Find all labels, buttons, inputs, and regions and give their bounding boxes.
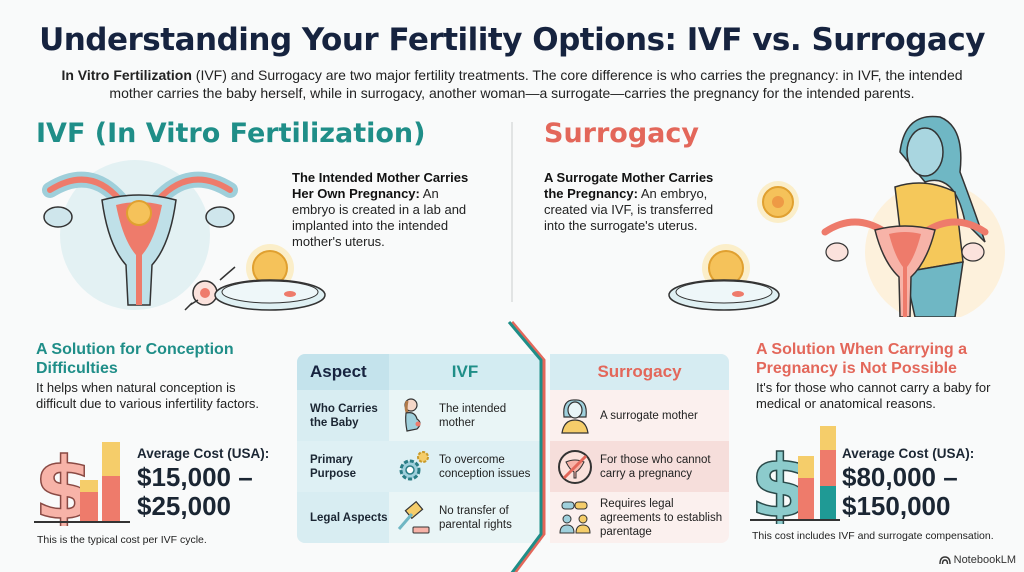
petri-dish-illustration bbox=[214, 244, 326, 311]
subtitle-bold: In Vitro Fertilization bbox=[61, 67, 192, 83]
ivf-cost-note: This is the typical cost per IVF cycle. bbox=[37, 534, 207, 546]
table-right-panel: Surrogacy A surrogate mother For those w… bbox=[550, 354, 729, 543]
subtitle-text: (IVF) and Surrogacy are two major fertil… bbox=[109, 67, 963, 101]
brand-label: NotebookLM bbox=[953, 554, 1016, 566]
uterus-illustration bbox=[42, 160, 238, 311]
petri-dish-illustration bbox=[668, 244, 780, 311]
people-talking-icon bbox=[559, 501, 591, 533]
surrogacy-cell-text: For those who cannot carry a pregnancy bbox=[600, 453, 711, 480]
surrogacy-cell: Requires legal agreements to establish p… bbox=[550, 492, 729, 543]
surrogacy-cell-text: A surrogate mother bbox=[600, 409, 698, 422]
gavel-icon bbox=[397, 500, 430, 533]
comparison-table: Aspect IVF Who Carries the Baby The inte… bbox=[297, 354, 729, 543]
header-aspect: Aspect bbox=[297, 354, 389, 390]
sur-desc-text: An embryo, created via IVF, is transferr… bbox=[544, 186, 714, 233]
ivf-cost-value: $15,000 – $25,000 bbox=[137, 463, 253, 521]
ivf-cell: No transfer of parental rights bbox=[389, 492, 541, 543]
table-left-panel: Aspect IVF Who Carries the Baby The inte… bbox=[297, 354, 541, 543]
ivf-section-title: IVF (In Vitro Fertilization) bbox=[36, 118, 426, 149]
surrogacy-cost-value: $80,000 – $150,000 bbox=[842, 463, 958, 521]
ivf-cost-label: Average Cost (USA): bbox=[137, 446, 270, 461]
pregnant-woman-icon bbox=[404, 397, 421, 432]
ivf-solution-text: It helps when natural conception is diff… bbox=[36, 380, 260, 411]
ivf-cost-high: $25,000 bbox=[137, 491, 231, 521]
dollar-bar-chart-icon: $ bbox=[34, 438, 130, 526]
header-surrogacy: Surrogacy bbox=[550, 354, 729, 390]
surrogacy-cost-note: This cost includes IVF and surrogate com… bbox=[752, 530, 994, 542]
dollar-bar-chart-icon: $ bbox=[750, 426, 840, 524]
surrogacy-solution-text: It's for those who cannot carry a baby f… bbox=[756, 380, 991, 411]
page-title: Understanding Your Fertility Options: IV… bbox=[39, 22, 985, 58]
aspect-cell: Who Carries the Baby bbox=[297, 390, 389, 441]
surrogacy-cost-label: Average Cost (USA): bbox=[842, 446, 975, 461]
ivf-cell: The intended mother bbox=[389, 390, 541, 441]
table-split-divider bbox=[507, 321, 546, 572]
woman-icon bbox=[561, 398, 589, 434]
aspect-cell: Primary Purpose bbox=[297, 441, 389, 492]
surrogacy-section-title: Surrogacy bbox=[544, 118, 699, 149]
surrogate-woman-illustration bbox=[821, 115, 1005, 317]
ivf-description: The Intended Mother Carries Her Own Preg… bbox=[292, 170, 482, 250]
ivf-cost-low: $15,000 – bbox=[137, 462, 253, 492]
gears-icon bbox=[399, 450, 429, 480]
surrogacy-cost-low: $80,000 – bbox=[842, 462, 958, 492]
surrogacy-description: A Surrogate Mother Carries the Pregnancy… bbox=[544, 170, 724, 234]
surrogacy-cost-high: $150,000 bbox=[842, 491, 951, 521]
ivf-desc-bold: The Intended Mother Carries Her Own Preg… bbox=[292, 170, 469, 201]
surrogacy-cell-text: Requires legal agreements to establish p… bbox=[600, 497, 723, 538]
ivf-desc-text: An embryo is created in a lab and implan… bbox=[292, 186, 467, 249]
surrogacy-cell: A surrogate mother bbox=[550, 390, 729, 441]
ivf-cell-text: To overcome conception issues bbox=[439, 453, 531, 480]
ivf-solution-title: A Solution for Conception Difficulties bbox=[36, 341, 234, 377]
surrogacy-cell: For those who cannot carry a pregnancy bbox=[550, 441, 729, 492]
ivf-cell-text: The intended mother bbox=[439, 402, 507, 429]
surrogacy-solution-title: A Solution When Carrying a Pregnancy is … bbox=[756, 341, 967, 377]
page-subtitle: In Vitro Fertilization (IVF) and Surroga… bbox=[60, 66, 964, 102]
sur-desc-bold: A Surrogate Mother Carries the Pregnancy… bbox=[544, 170, 714, 201]
brand-watermark: NotebookLM bbox=[938, 554, 1016, 566]
section-divider bbox=[511, 122, 513, 302]
ivf-cell-text: No transfer of parental rights bbox=[439, 504, 512, 531]
header-ivf: IVF bbox=[389, 354, 541, 390]
notebooklm-logo-icon bbox=[938, 556, 951, 565]
no-uterus-icon bbox=[558, 449, 592, 484]
embryo-icon bbox=[757, 181, 799, 223]
aspect-cell: Legal Aspects bbox=[297, 492, 389, 543]
ivf-cell: To overcome conception issues bbox=[389, 441, 541, 492]
